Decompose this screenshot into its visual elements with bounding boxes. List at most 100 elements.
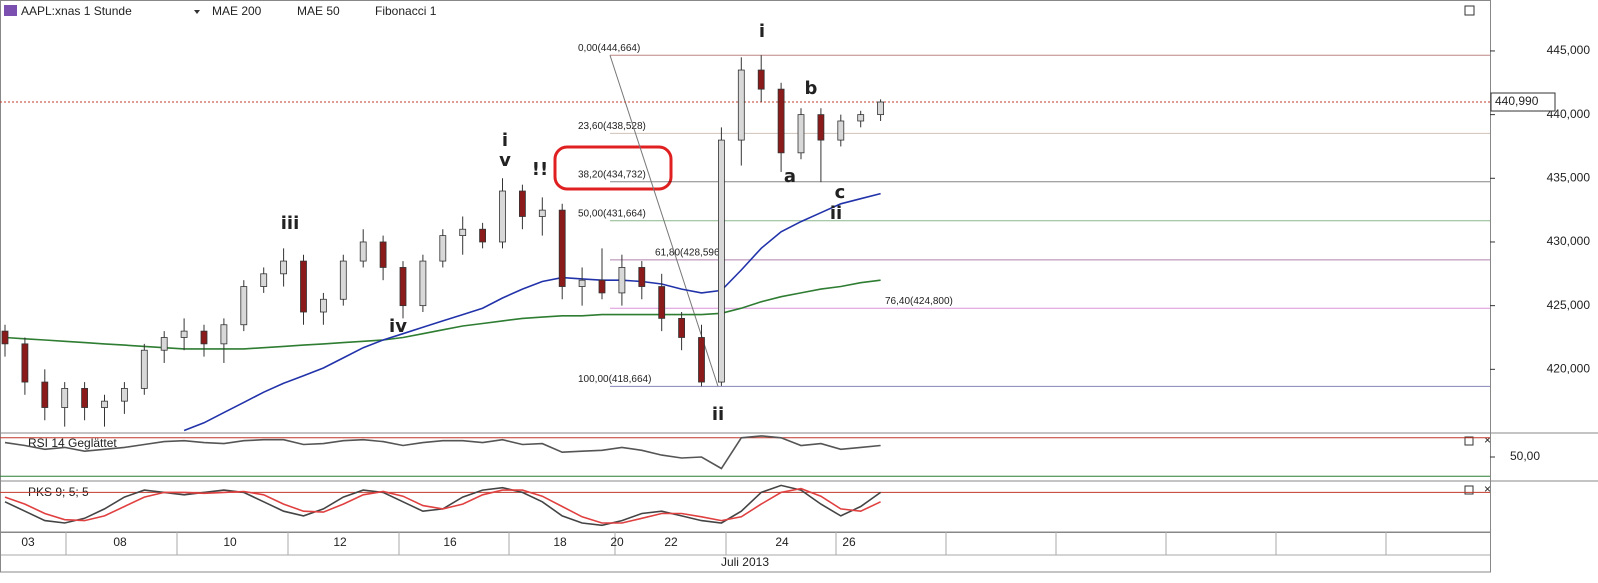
y-tick-label: 435,000 <box>1547 170 1591 184</box>
x-tick-label: 10 <box>223 535 237 549</box>
indicator-label: MAE 50 <box>297 4 340 18</box>
wave-label: i <box>502 130 508 151</box>
candle-body <box>459 228 467 237</box>
candle-body <box>837 120 845 141</box>
wave-label: c <box>835 182 846 203</box>
x-tick-label: 22 <box>664 535 678 549</box>
candle-body <box>538 209 546 217</box>
candle-body <box>797 114 805 154</box>
dropdown[interactable] <box>194 10 200 14</box>
candle-body <box>558 209 566 287</box>
candle-body <box>41 381 49 408</box>
fib-label: 23,60(438,528) <box>578 121 646 132</box>
wave-label: iii <box>281 213 300 234</box>
candle-body <box>737 69 745 141</box>
candle-body <box>61 388 69 408</box>
x-tick-label: 24 <box>775 535 789 549</box>
candle-body <box>638 267 646 287</box>
panel-button[interactable] <box>1464 485 1474 495</box>
candle-body <box>180 330 188 338</box>
moving-average <box>4 279 881 350</box>
candle-body <box>1 330 9 345</box>
indicator-label: MAE 200 <box>212 4 262 18</box>
x-tick-label: 20 <box>610 535 624 549</box>
panel-button[interactable] <box>1464 436 1474 446</box>
y-tick-label: 425,000 <box>1547 298 1591 312</box>
candle-body <box>777 88 785 154</box>
fib-label: 50,00(431,664) <box>578 208 646 219</box>
panel-title: RSI 14 Geglättet <box>28 436 117 450</box>
wave-label: iv <box>389 316 407 337</box>
candle-body <box>300 260 307 313</box>
fib-label: 38,20(434,732) <box>578 169 646 180</box>
x-axis-frame <box>0 531 1491 573</box>
pks-line <box>4 487 881 524</box>
candle-body <box>240 286 248 326</box>
wave-label: i <box>759 21 765 42</box>
candle-body <box>857 114 865 122</box>
candle-body <box>359 241 367 262</box>
wave-label: v <box>499 150 511 171</box>
y-tick-label: 50,00 <box>1510 449 1540 463</box>
candle-body <box>817 114 825 141</box>
candle-body <box>877 101 884 116</box>
x-tick-label: 03 <box>21 535 35 549</box>
candle-body <box>220 324 228 345</box>
candle-body <box>479 228 487 243</box>
wave-label: ii <box>712 404 724 425</box>
candle-body <box>379 241 387 268</box>
rsi-line <box>4 435 881 470</box>
wave-label: ii <box>830 203 842 224</box>
close-button[interactable]: × <box>1484 482 1491 496</box>
chart-title: AAPL:xnas 1 Stunde <box>21 4 132 18</box>
candle-body <box>578 279 586 287</box>
candle-body <box>101 400 108 408</box>
candle-body <box>678 317 685 338</box>
candle-body <box>21 343 29 383</box>
candle-body <box>658 286 666 319</box>
moving-average <box>183 192 881 432</box>
candle-body <box>319 298 327 313</box>
x-tick-label: 26 <box>842 535 856 549</box>
fib-label: 61,80(428,596) <box>655 247 723 258</box>
x-tick-label: 16 <box>443 535 457 549</box>
indicator-label: Fibonacci 1 <box>375 4 437 18</box>
candle-body <box>598 279 606 294</box>
candle-body <box>160 337 168 351</box>
price-tag <box>1490 92 1556 112</box>
highlight-box <box>553 145 673 191</box>
y-tick-label: 440,000 <box>1547 107 1591 121</box>
fib-label: 0,00(444,664) <box>578 43 640 54</box>
x-axis-title: Juli 2013 <box>721 555 769 569</box>
candle-body <box>260 273 268 287</box>
candle-body <box>280 260 288 275</box>
fib-trend <box>609 55 719 387</box>
x-tick-label: 12 <box>333 535 347 549</box>
candle-body <box>140 349 148 389</box>
candle-body <box>499 190 506 243</box>
fib-label: 100,00(418,664) <box>578 374 651 385</box>
candle-body <box>121 388 128 402</box>
candle-body <box>399 267 407 307</box>
x-tick-label: 18 <box>553 535 567 549</box>
wave-label: b <box>805 78 818 99</box>
icon <box>4 5 17 16</box>
wave-label: !! <box>532 159 548 180</box>
candle-body <box>339 260 347 300</box>
panel-button[interactable] <box>1464 5 1475 16</box>
fib-label: 76,40(424,800) <box>885 296 953 307</box>
y-tick-label: 420,000 <box>1547 361 1591 375</box>
candle-body <box>757 69 765 90</box>
candle-body <box>698 337 705 383</box>
candle-body <box>519 190 526 217</box>
candle-body <box>200 330 208 345</box>
candle-body <box>419 260 427 307</box>
close-button[interactable]: × <box>1484 433 1491 447</box>
y-tick-label: 445,000 <box>1547 43 1591 57</box>
candle-body <box>618 267 626 294</box>
y-tick-label: 430,000 <box>1547 234 1591 248</box>
x-tick-label: 08 <box>113 535 127 549</box>
price-tag-label: 440,990 <box>1495 94 1539 108</box>
